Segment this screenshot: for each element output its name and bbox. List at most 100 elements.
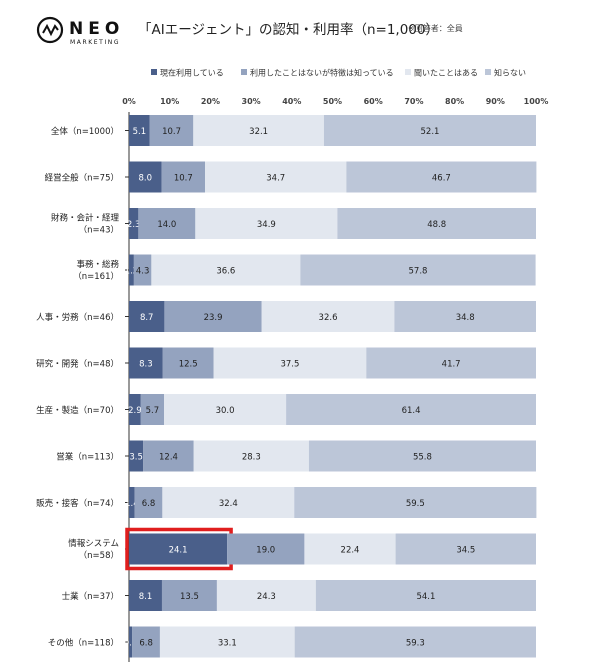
data-label: 4.3 <box>136 267 150 277</box>
data-label: 52.1 <box>421 127 440 137</box>
neo-marketing-logo: NEO MARKETING <box>36 16 124 46</box>
data-label: 32.1 <box>249 127 268 137</box>
bar-segment <box>213 347 367 379</box>
x-tick-label: 50% <box>323 97 342 106</box>
bar-segment <box>149 115 194 146</box>
data-label: 8.1 <box>139 592 153 602</box>
bar-segment <box>304 533 396 565</box>
bar-segment <box>294 487 537 518</box>
bar-segment <box>366 347 536 379</box>
bar-segment <box>129 301 165 332</box>
data-label: 2.9 <box>128 406 142 416</box>
bar-segment <box>129 533 228 565</box>
category-label: 人事・労務（n=46） <box>36 312 119 323</box>
bar-segment <box>129 115 150 146</box>
data-label: 1.4 <box>125 499 139 509</box>
category-label: 財務・会計・経理 <box>51 213 120 224</box>
bar-segment <box>195 208 338 239</box>
bar-segment <box>337 208 536 239</box>
data-label: 30.0 <box>216 406 235 416</box>
bar-segment <box>129 580 162 611</box>
category-label: （n=161） <box>73 271 119 282</box>
data-label: 59.3 <box>406 639 425 649</box>
category-label: 研究・開発（n=48） <box>36 359 119 370</box>
bar-segment <box>129 626 133 658</box>
data-label: 34.8 <box>456 313 475 323</box>
bar-segment <box>205 161 347 193</box>
data-label: 24.1 <box>169 546 188 556</box>
x-tick-label: 70% <box>404 97 423 106</box>
bar-segment <box>323 115 536 146</box>
bar-segment <box>129 440 144 472</box>
data-label: 28.3 <box>242 453 261 463</box>
bar-segment <box>216 580 316 611</box>
bar-segment <box>164 394 287 425</box>
data-label: 1.2 <box>125 267 139 277</box>
data-label: 41.7 <box>442 360 461 370</box>
bar-segment <box>315 580 536 611</box>
data-label: 22.4 <box>341 546 360 556</box>
bar-segment <box>129 161 162 193</box>
bar-segment <box>129 347 163 379</box>
data-label: 0.8 <box>124 639 138 649</box>
legend-label: 知らない <box>494 68 526 78</box>
bar-segment <box>134 487 163 518</box>
data-label: 2.3 <box>127 220 141 230</box>
category-label: （n=43） <box>79 225 119 236</box>
category-label: 全体（n=1000） <box>51 126 119 137</box>
legend-swatch <box>151 69 157 75</box>
bar-segment <box>308 440 536 472</box>
category-label: 生産・製造（n=70） <box>36 405 119 416</box>
data-label: 8.0 <box>139 174 153 184</box>
category-label: （n=58） <box>79 550 119 561</box>
data-label: 36.6 <box>216 267 235 277</box>
bar-segment <box>227 533 305 565</box>
data-label: 6.8 <box>142 499 156 509</box>
logo-main-text: NEO <box>69 19 124 39</box>
category-label: 情報システム <box>68 538 119 549</box>
data-label: 12.4 <box>159 453 178 463</box>
x-tick-label: 10% <box>160 97 179 106</box>
bar-segment <box>159 626 295 658</box>
x-tick-label: 20% <box>201 97 220 106</box>
category-label: 販売・接客（n=74） <box>36 498 119 509</box>
data-label: 19.0 <box>256 546 275 556</box>
data-label: 34.9 <box>257 220 276 230</box>
data-label: 32.6 <box>319 313 338 323</box>
category-label: 事務・総務 <box>76 259 119 270</box>
bar-segment <box>129 254 134 286</box>
x-tick-label: 90% <box>486 97 505 106</box>
legend-label: 利用したことはないが特徴は知っている <box>250 68 394 78</box>
data-label: 13.5 <box>180 592 199 602</box>
x-tick-label: 100% <box>524 97 549 106</box>
bar-segment <box>193 115 324 146</box>
data-label: 23.9 <box>204 313 223 323</box>
data-label: 5.1 <box>133 127 147 137</box>
data-label: 46.7 <box>432 174 451 184</box>
x-tick-label: 0% <box>122 97 136 106</box>
data-label: 54.1 <box>416 592 435 602</box>
legend-swatch <box>485 69 491 75</box>
category-label: 営業（n=113） <box>56 452 119 463</box>
bar-segment <box>346 161 537 193</box>
chart-title: 「AIエージェント」の認知・利用率（n=1,000） <box>138 22 439 38</box>
data-label: 10.7 <box>174 174 193 184</box>
data-label: 3.5 <box>129 453 143 463</box>
respondent-note: ※回答者：全員 <box>408 24 463 33</box>
bar-segment <box>129 394 141 425</box>
data-label: 14.0 <box>157 220 176 230</box>
data-label: 32.4 <box>219 499 238 509</box>
data-label: 37.5 <box>280 360 299 370</box>
bar-segment <box>193 440 309 472</box>
x-tick-label: 30% <box>242 97 261 106</box>
data-label: 5.7 <box>146 406 160 416</box>
bar-segment <box>162 487 295 518</box>
logo-wave-icon <box>42 23 59 37</box>
category-label: 士業（n=37） <box>62 591 119 602</box>
bar-segment <box>132 626 160 658</box>
bar-segment <box>140 394 165 425</box>
data-label: 8.7 <box>140 313 154 323</box>
logo-sub-text: MARKETING <box>70 39 120 46</box>
data-label: 57.8 <box>409 267 428 277</box>
